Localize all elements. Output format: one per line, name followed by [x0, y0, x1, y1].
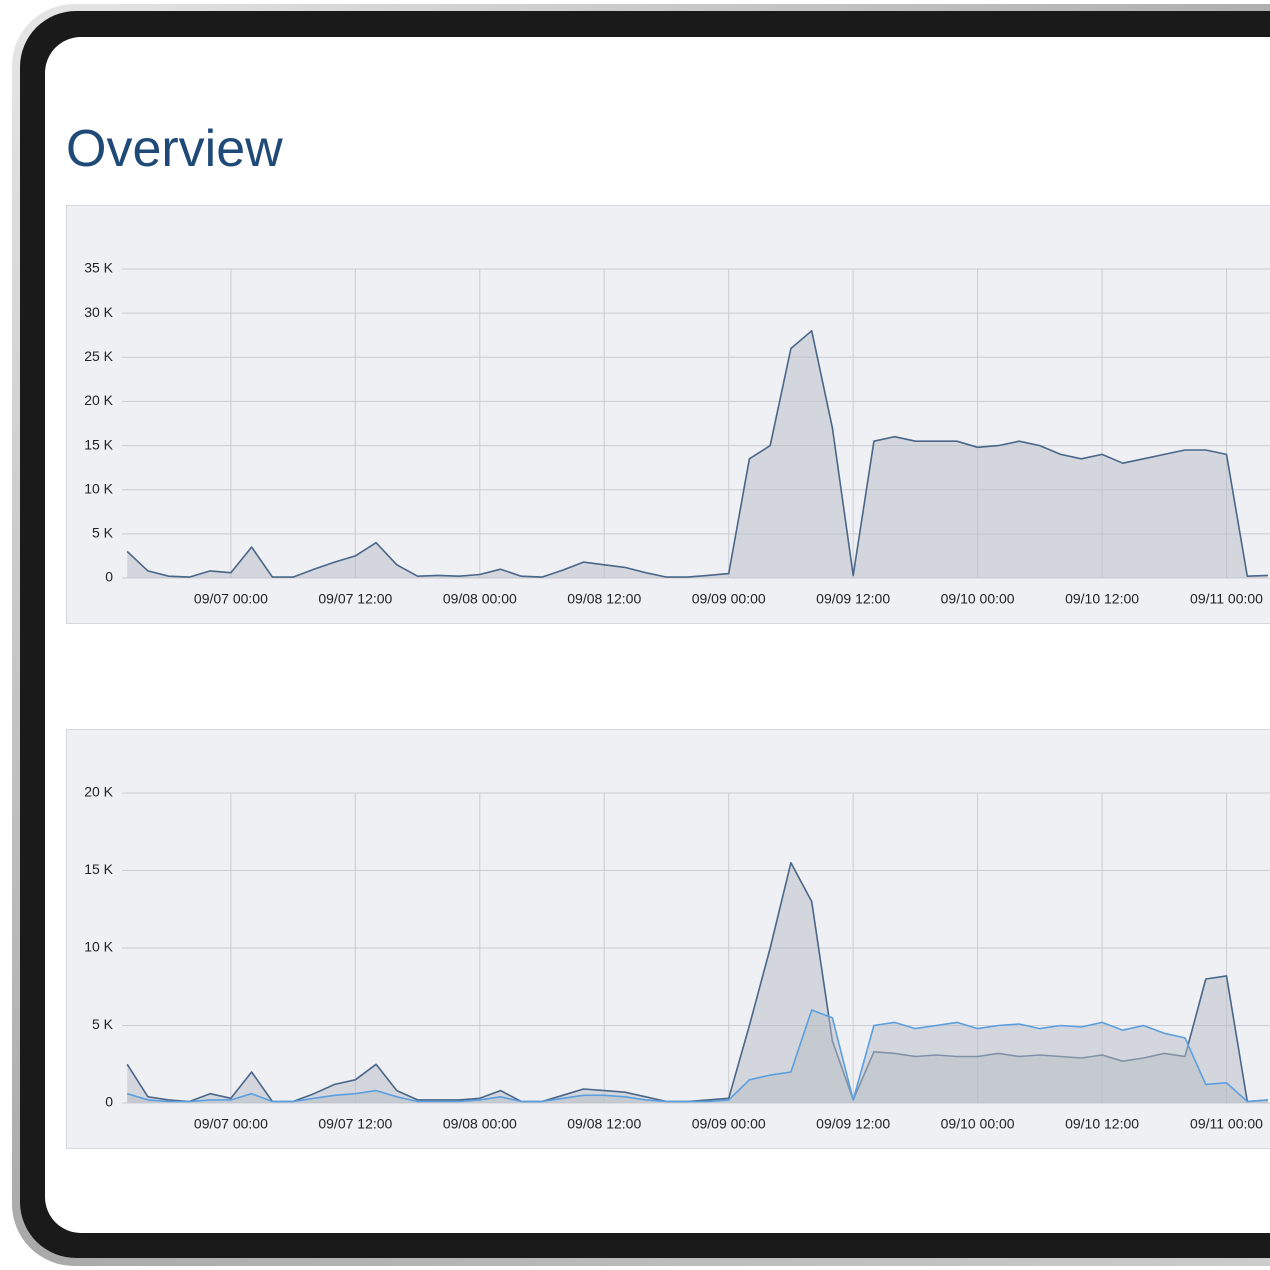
x-tick-label: 09/07 12:00 [318, 1116, 392, 1132]
x-tick-label: 09/08 12:00 [567, 591, 641, 607]
x-tick-label: 09/08 00:00 [443, 1116, 517, 1132]
y-tick-label: 5 K [92, 525, 114, 541]
y-tick-label: 0 [105, 569, 113, 585]
page-title: Overview [66, 120, 283, 178]
x-tick-label: 09/10 12:00 [1065, 1116, 1139, 1132]
y-tick-label: 20 K [84, 392, 113, 408]
x-tick-label: 09/11 00:00 [1190, 1116, 1263, 1132]
area-fill [127, 330, 1268, 578]
x-tick-label: 09/07 00:00 [194, 1116, 268, 1132]
x-tick-label: 09/11 00:00 [1190, 591, 1263, 607]
x-tick-label: 09/07 00:00 [194, 591, 268, 607]
x-tick-label: 09/10 00:00 [941, 1116, 1015, 1132]
x-tick-label: 09/10 00:00 [941, 591, 1015, 607]
x-tick-label: 09/09 00:00 [692, 591, 766, 607]
x-tick-label: 09/10 12:00 [1065, 591, 1139, 607]
series-line [126, 330, 1269, 578]
series-line [126, 1009, 1269, 1103]
y-tick-label: 15 K [84, 861, 113, 877]
area-fill [127, 1010, 1268, 1103]
y-tick-label: 35 K [84, 260, 113, 276]
y-tick-label: 10 K [84, 939, 113, 955]
x-tick-label: 09/09 12:00 [816, 591, 890, 607]
y-tick-label: 15 K [84, 436, 113, 452]
x-tick-label: 09/09 12:00 [816, 1116, 890, 1132]
y-tick-label: 20 K [84, 784, 113, 800]
x-tick-label: 09/08 00:00 [443, 591, 517, 607]
y-tick-label: 10 K [84, 480, 113, 496]
x-tick-label: 09/08 12:00 [567, 1116, 641, 1132]
x-tick-label: 09/07 12:00 [318, 591, 392, 607]
y-tick-label: 5 K [92, 1016, 114, 1032]
y-tick-label: 25 K [84, 348, 113, 364]
y-tick-label: 30 K [84, 304, 113, 320]
y-tick-label: 0 [105, 1094, 113, 1110]
x-tick-label: 09/09 00:00 [692, 1116, 766, 1132]
